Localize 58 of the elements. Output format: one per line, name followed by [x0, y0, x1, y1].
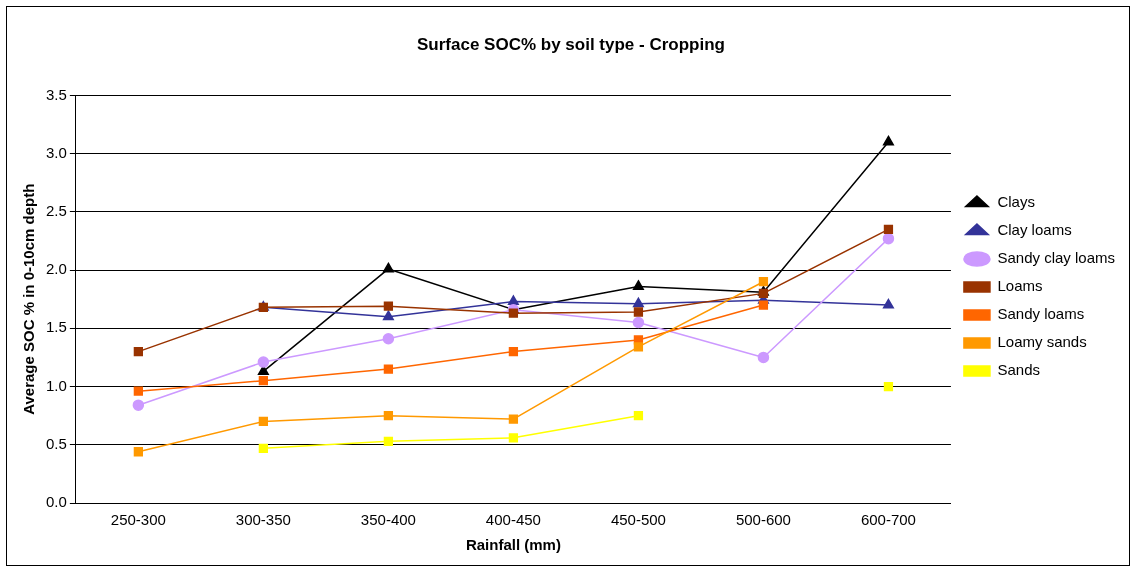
point: [258, 443, 269, 453]
x-tick-label: 350-400: [360, 511, 416, 529]
y-axis-title: Average SOC % in 0-10cm depth: [20, 183, 38, 415]
point: [632, 280, 644, 290]
x-tick-label: 250-300: [110, 511, 166, 529]
x-tick-label: 450-500: [610, 511, 666, 529]
point: [383, 436, 394, 446]
point: [133, 386, 143, 396]
point: [507, 295, 519, 306]
point: [633, 307, 644, 317]
point: [508, 433, 519, 443]
x-tick-label: 600-700: [860, 511, 916, 529]
point: [383, 364, 394, 374]
legend-label: Sandy loams: [997, 305, 1085, 323]
point: [633, 342, 644, 352]
point: [758, 300, 769, 310]
x-axis-title: Rainfall (mm): [465, 536, 561, 554]
x-tick-label: 500-600: [735, 511, 791, 529]
point: [258, 376, 269, 386]
legend-label: Sands: [997, 361, 1040, 379]
point: [508, 308, 519, 318]
point: [757, 351, 770, 364]
legend-label: Loamy sands: [997, 333, 1087, 351]
point: [383, 301, 394, 311]
point: [883, 381, 894, 392]
chart-title: Surface SOC% by soil type - Cropping: [417, 34, 725, 54]
point: [382, 310, 394, 321]
x-tick-label: 300-350: [235, 511, 291, 529]
y-tick-label: 1.0: [45, 376, 67, 394]
point: [508, 414, 519, 424]
point: [257, 356, 270, 368]
point: [758, 277, 769, 287]
point: [258, 416, 269, 427]
point: [633, 411, 644, 421]
point: [133, 447, 143, 457]
point: [508, 346, 519, 357]
y-tick-label: 2.5: [45, 202, 67, 219]
y-tick-label: 3.5: [45, 85, 67, 103]
point: [882, 135, 894, 146]
y-tick-label: 1.5: [45, 318, 67, 336]
point: [382, 333, 395, 345]
point: [383, 411, 394, 421]
point: [133, 346, 143, 357]
point: [632, 316, 645, 329]
y-tick-label: 3.0: [45, 143, 67, 161]
legend-label: Clays: [997, 193, 1035, 211]
point: [632, 297, 644, 308]
y-tick-label: 0.0: [45, 493, 67, 511]
point: [132, 399, 145, 411]
y-tick-label: 0.5: [45, 434, 67, 452]
point: [883, 224, 894, 234]
point: [882, 298, 894, 309]
x-tick-label: 400-450: [485, 511, 541, 529]
y-tick-label: 2.0: [45, 260, 67, 278]
legend-label: Sandy clay loams: [997, 249, 1116, 267]
legend-label: Clay loams: [997, 221, 1072, 239]
point: [382, 262, 394, 273]
legend-label: Loams: [997, 277, 1043, 295]
